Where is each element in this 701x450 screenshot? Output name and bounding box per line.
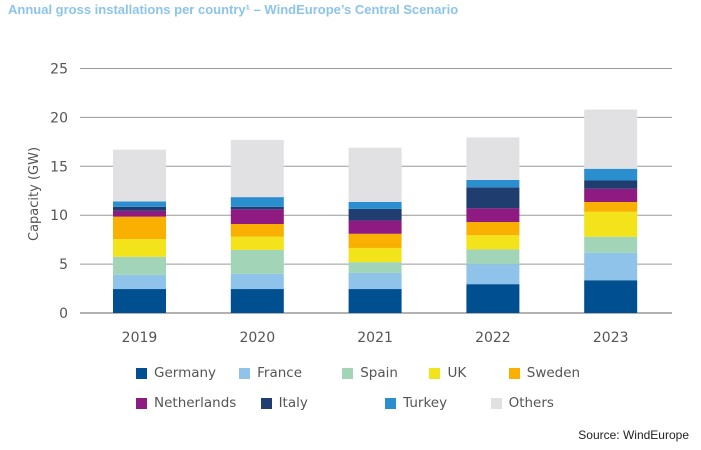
legend-label: France <box>257 365 302 381</box>
legend-item-germany: Germany <box>136 365 239 381</box>
legend-swatch <box>429 367 441 379</box>
bar-segment-turkey-2023 <box>584 168 638 181</box>
legend-swatch <box>490 397 502 409</box>
bar-segment-germany-2020 <box>230 289 284 313</box>
legend-row: Germany France Spain UK Sweden <box>136 358 596 388</box>
bar-segment-netherlands-2022 <box>466 208 520 223</box>
bar-segment-turkey-2022 <box>466 179 520 188</box>
legend-label: Spain <box>360 365 398 381</box>
bar-segment-turkey-2019 <box>113 201 166 207</box>
legend-label: Others <box>508 395 554 411</box>
bar-segment-turkey-2020 <box>230 197 284 207</box>
bar-segment-netherlands-2020 <box>230 209 284 225</box>
legend-label: Sweden <box>526 365 581 381</box>
bar-stack-2023 <box>584 109 638 313</box>
stacked-bar-chart: 0 5 10 15 20 25 Capacity (GW) 2019 2020 2021 202… <box>27 62 672 346</box>
legend-swatch <box>260 397 272 409</box>
bar-segment-others-2021 <box>348 147 402 202</box>
bar-segment-italy-2022 <box>466 187 520 209</box>
bar-segment-germany-2019 <box>113 289 166 313</box>
bar-segment-france-2023 <box>584 252 638 281</box>
x-tick-label: 2022 <box>475 330 511 346</box>
bar-segment-spain-2022 <box>466 249 520 265</box>
bar-segment-italy-2023 <box>584 180 638 189</box>
bar-segment-netherlands-2021 <box>348 220 402 234</box>
x-tick-label: 2020 <box>239 330 275 346</box>
bar-segment-france-2022 <box>466 264 520 285</box>
bar-segment-uk-2020 <box>230 236 284 250</box>
legend-item-others: Others <box>490 395 596 411</box>
bar-segment-france-2020 <box>230 273 284 290</box>
legend-swatch <box>342 367 354 379</box>
bar-segment-sweden-2023 <box>584 201 638 212</box>
bar-stack-2021 <box>348 147 402 313</box>
legend-swatch <box>508 367 520 379</box>
bar-segment-uk-2022 <box>466 235 520 250</box>
chart-title: Annual gross installations per country¹ … <box>8 2 459 17</box>
legend-item-sweden: Sweden <box>508 365 596 381</box>
y-axis-label: Capacity (GW) <box>27 147 42 241</box>
legend-item-uk: UK <box>429 365 508 381</box>
bar-stack-2019 <box>113 149 166 313</box>
bar-segment-uk-2023 <box>584 211 638 237</box>
legend-item-spain: Spain <box>342 365 429 381</box>
legend-item-netherlands: Netherlands <box>136 395 261 411</box>
legend-swatch <box>239 367 251 379</box>
legend-label: Turkey <box>403 395 448 411</box>
bar-segment-others-2020 <box>230 139 284 198</box>
bar-segment-italy-2021 <box>348 208 402 221</box>
y-tick-label: 25 <box>50 62 68 78</box>
y-tick-label: 5 <box>59 257 68 273</box>
bar-segment-spain-2021 <box>348 262 402 273</box>
bar-segment-sweden-2019 <box>113 216 166 240</box>
legend-item-turkey: Turkey <box>385 395 490 411</box>
bar-segment-germany-2021 <box>348 289 402 313</box>
bar-segment-others-2019 <box>113 149 166 202</box>
bar-segment-sweden-2022 <box>466 222 520 236</box>
bar-segment-netherlands-2019 <box>113 210 166 217</box>
bar-stack-2020 <box>230 139 284 313</box>
y-axis-ticks: 0 5 10 15 20 25 <box>50 62 68 323</box>
bars <box>113 109 638 313</box>
y-tick-label: 15 <box>50 159 68 175</box>
bar-segment-spain-2019 <box>113 256 166 275</box>
bar-segment-others-2022 <box>466 137 520 180</box>
legend-label: UK <box>447 365 467 381</box>
bar-segment-netherlands-2023 <box>584 188 638 202</box>
legend: Germany France Spain UK Sweden Netherlands Ita… <box>136 358 596 418</box>
bar-segment-sweden-2020 <box>230 224 284 237</box>
bar-stack-2022 <box>466 137 520 313</box>
x-tick-label: 2019 <box>122 330 158 346</box>
bar-segment-uk-2019 <box>113 239 166 257</box>
bar-segment-germany-2023 <box>584 280 638 313</box>
x-tick-label: 2023 <box>593 330 629 346</box>
y-tick-label: 10 <box>50 208 68 224</box>
legend-swatch <box>385 397 397 409</box>
bar-segment-sweden-2021 <box>348 233 402 248</box>
legend-swatch <box>136 367 147 379</box>
bar-segment-uk-2021 <box>348 247 402 263</box>
legend-label: Netherlands <box>154 395 237 411</box>
y-tick-label: 0 <box>59 306 68 322</box>
legend-item-italy: Italy <box>260 395 386 411</box>
legend-item-france: France <box>239 365 342 381</box>
bar-segment-italy-2020 <box>230 206 284 210</box>
bar-segment-spain-2023 <box>584 236 638 253</box>
legend-label: Germany <box>154 365 217 381</box>
source-note: Source: WindEurope <box>578 428 689 442</box>
bar-segment-italy-2019 <box>113 206 166 211</box>
x-axis-ticks: 2019 2020 2021 2022 2023 <box>122 330 629 346</box>
y-tick-label: 20 <box>50 110 68 126</box>
bar-segment-france-2019 <box>113 274 166 290</box>
x-tick-label: 2021 <box>357 330 393 346</box>
bar-segment-turkey-2021 <box>348 201 402 209</box>
legend-row: Netherlands Italy Turkey Others <box>136 388 596 418</box>
bar-segment-germany-2022 <box>466 284 520 313</box>
bar-segment-others-2023 <box>584 109 638 169</box>
bar-segment-france-2021 <box>348 272 402 290</box>
legend-label: Italy <box>278 395 308 411</box>
bar-segment-spain-2020 <box>230 249 284 274</box>
legend-swatch <box>136 397 147 409</box>
